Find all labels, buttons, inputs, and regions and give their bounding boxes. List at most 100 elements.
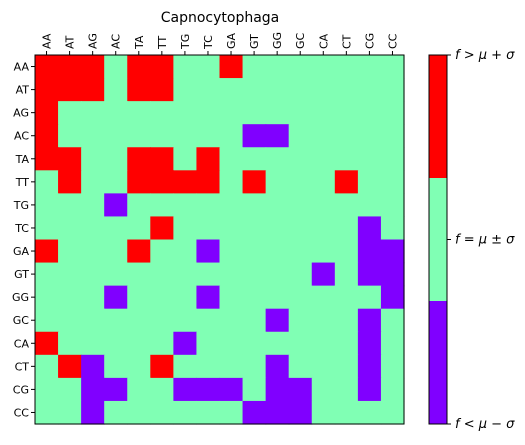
heatmap-cell (334, 377, 359, 402)
heatmap-cell (104, 331, 128, 356)
heatmap-cell (288, 400, 313, 425)
heatmap-cell (127, 78, 151, 102)
heatmap-cell (242, 78, 267, 102)
heatmap-cell (334, 285, 359, 310)
heatmap-cell (380, 377, 405, 402)
heatmap-cell (334, 170, 359, 194)
heatmap-cell (357, 377, 382, 402)
heatmap-cell (219, 239, 244, 264)
heatmap-cell (173, 400, 198, 425)
heatmap-cell (196, 377, 221, 402)
heatmap-cell (104, 354, 128, 379)
heatmap-cell (81, 124, 105, 148)
x-axis-ticks: AA AT AG AC TA TT TG TC GA GT GG GC CA CT CG CC (41, 32, 399, 55)
heatmap-cell (357, 331, 382, 356)
heatmap-cell (288, 78, 313, 102)
heatmap-cell (265, 124, 290, 148)
heatmap-cell (219, 331, 244, 356)
heatmap-cell (150, 400, 174, 425)
heatmap-cell (219, 354, 244, 379)
heatmap-cell (58, 331, 82, 356)
heatmap-cell (242, 354, 267, 379)
heatmap-cell (288, 331, 313, 356)
heatmap-cell (288, 124, 313, 148)
heatmap-cell (196, 308, 221, 333)
heatmap-cell (380, 216, 405, 241)
heatmap-cell (127, 193, 151, 218)
heatmap-cell (196, 101, 221, 125)
y-tick-label: TT (15, 176, 30, 189)
heatmap-cell (173, 193, 198, 218)
heatmap-cell (219, 124, 244, 148)
heatmap-cell (173, 285, 198, 310)
heatmap-cell (35, 285, 59, 310)
heatmap-cell (334, 147, 359, 171)
heatmap-cell (311, 377, 336, 402)
heatmap-cell (196, 216, 221, 241)
heatmap-cell (219, 377, 244, 402)
heatmap-cell (311, 216, 336, 241)
heatmap-cell (173, 55, 198, 79)
heatmap-cell (150, 308, 174, 333)
heatmap-cell (334, 331, 359, 356)
heatmap-cell (265, 78, 290, 102)
heatmap-cell (380, 400, 405, 425)
heatmap-cell (127, 285, 151, 310)
heatmap-cell (357, 124, 382, 148)
heatmap-cell (288, 216, 313, 241)
heatmap-cell (334, 308, 359, 333)
heatmap-cell (380, 193, 405, 218)
heatmap-cell (265, 193, 290, 218)
y-tick-label: GT (14, 268, 29, 281)
heatmap-cell (81, 377, 105, 402)
y-tick-label: CC (14, 406, 30, 419)
heatmap-cell (265, 101, 290, 125)
heatmap-cell (265, 331, 290, 356)
heatmap-cell (150, 262, 174, 287)
heatmap-cell (288, 308, 313, 333)
heatmap-cell (242, 285, 267, 310)
heatmap-cell (173, 354, 198, 379)
heatmap-cell (81, 170, 105, 194)
heatmap-cell (58, 55, 82, 79)
x-tick-label: CG (363, 33, 376, 49)
heatmap-cell (81, 193, 105, 218)
heatmap-cell (81, 239, 105, 264)
colorbar-segment (429, 55, 447, 179)
y-tick-label: GG (12, 291, 29, 304)
heatmap-cell (242, 377, 267, 402)
heatmap-cell (265, 262, 290, 287)
heatmap-cell (35, 124, 59, 148)
heatmap-cell (265, 377, 290, 402)
heatmap-cell (150, 170, 174, 194)
heatmap-cell (173, 101, 198, 125)
heatmap-cell (219, 308, 244, 333)
colorbar-label: f > μ + σ (455, 48, 515, 63)
heatmap-cell (265, 55, 290, 79)
heatmap-cell (357, 400, 382, 425)
heatmap-cell (265, 170, 290, 194)
heatmap-cell (242, 239, 267, 264)
heatmap-cell (357, 308, 382, 333)
heatmap-cell (380, 78, 405, 102)
y-axis-ticks: AA AT AG AC TA TT TG TC GA GT GG GC CA CT CG CC (12, 61, 35, 419)
heatmap-cell (311, 239, 336, 264)
heatmap-cell (288, 354, 313, 379)
heatmap-cell (104, 147, 128, 171)
heatmap-cell (242, 193, 267, 218)
heatmap-cell (104, 193, 128, 218)
heatmap-cell (58, 400, 82, 425)
heatmap-cell (173, 170, 198, 194)
heatmap-cell (242, 55, 267, 79)
heatmap-cell (311, 285, 336, 310)
heatmap-cell (127, 400, 151, 425)
heatmap-cell (311, 193, 336, 218)
heatmap-cell (58, 308, 82, 333)
heatmap-cell (288, 377, 313, 402)
heatmap-cell (58, 101, 82, 125)
heatmap-cell (196, 400, 221, 425)
heatmap-cell (58, 354, 82, 379)
heatmap-cell (104, 400, 128, 425)
heatmap-cell (81, 331, 105, 356)
